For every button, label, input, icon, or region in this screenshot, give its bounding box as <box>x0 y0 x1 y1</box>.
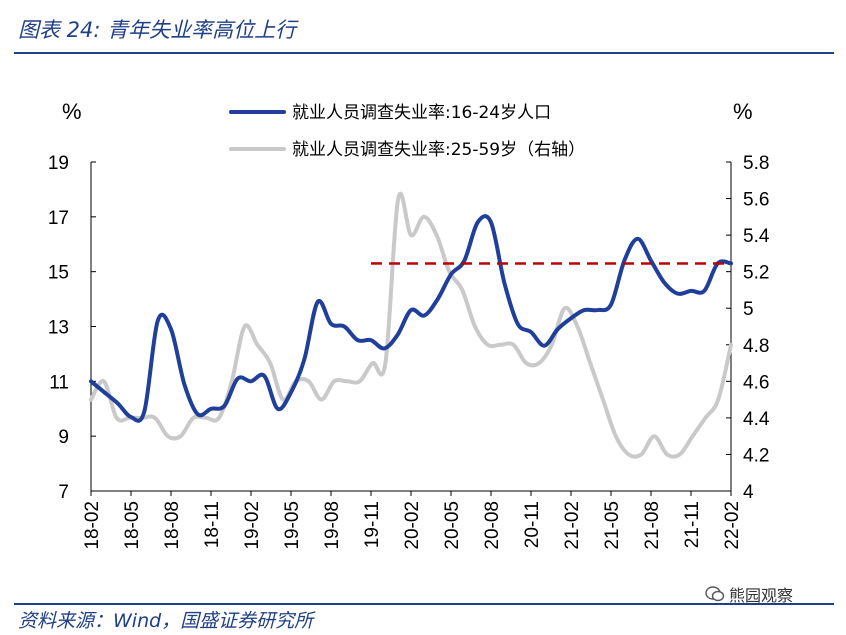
right-tick-label: 4 <box>743 482 754 503</box>
x-tick-label: 22-02 <box>722 501 743 550</box>
x-tick-label: 20-02 <box>402 501 423 550</box>
title-rule <box>14 52 834 54</box>
x-tick-label: 21-08 <box>642 501 663 550</box>
x-tick-label: 21-02 <box>562 501 583 550</box>
right-tick-label: 5.8 <box>743 153 769 174</box>
right-tick-label: 4.8 <box>743 336 769 357</box>
series-youth-line <box>89 214 733 423</box>
series-prime-age-line <box>89 191 733 459</box>
right-tick-label: 4.2 <box>743 445 769 466</box>
right-tick-label: 5.6 <box>743 190 769 211</box>
x-tick-label: 20-05 <box>442 501 463 550</box>
left-tick-label: 17 <box>48 208 69 229</box>
left-tick-label: 9 <box>58 427 69 448</box>
x-tick-label: 18-05 <box>122 501 143 550</box>
line-chart: 7 9 11 13 15 17 19 4 4.2 4.4 4.6 4.8 5 5.2 5.4 5.6 5.8%%… <box>48 99 770 550</box>
x-tick-label: 18-02 <box>82 501 103 550</box>
watermark-text: 熊园观察 <box>729 586 794 605</box>
right-unit-label: % <box>733 99 753 124</box>
legend-label: 就业人员调查失业率:25-59岁（右轴） <box>292 140 585 160</box>
x-tick-label: 21-05 <box>602 501 623 550</box>
x-tick-label: 19-11 <box>362 501 383 548</box>
x-tick-label: 20-11 <box>522 501 543 548</box>
legend-label: 就业人员调查失业率:16-24岁人口 <box>292 103 551 123</box>
right-tick-label: 4.4 <box>743 409 770 430</box>
wechat-icon <box>705 586 725 602</box>
x-tick-label: 19-05 <box>282 501 303 550</box>
x-tick-label: 18-11 <box>202 501 223 548</box>
footer-rule <box>14 603 834 605</box>
right-tick-label: 5.2 <box>743 263 769 284</box>
watermark: 熊园观察 <box>705 582 793 606</box>
x-tick-label: 19-02 <box>242 501 263 550</box>
x-tick-label: 19-08 <box>322 501 343 550</box>
right-tick-label: 5.4 <box>743 226 770 247</box>
x-tick-label: 21-11 <box>682 501 703 548</box>
right-tick-label: 4.6 <box>743 372 769 393</box>
right-tick-label: 5 <box>743 299 754 320</box>
source-note: 资料来源：Wind，国盛证券研究所 <box>18 610 314 632</box>
chart-lines <box>89 191 733 459</box>
left-tick-label: 7 <box>58 482 69 503</box>
x-tick-label: 20-08 <box>482 501 503 550</box>
left-tick-label: 11 <box>49 372 69 393</box>
left-tick-label: 13 <box>48 318 69 339</box>
left-tick-label: 15 <box>48 263 69 284</box>
figure-title: 图表 24: 青年失业率高位上行 <box>18 18 297 42</box>
chart-axes: 7 9 11 13 15 17 19 4 4.2 4.4 4.6 4.8 5 5.2 5.4 5.6 5.8%%… <box>48 99 770 550</box>
left-tick-label: 19 <box>48 153 69 174</box>
x-tick-label: 18-08 <box>162 501 183 550</box>
left-unit-label: % <box>62 99 82 124</box>
